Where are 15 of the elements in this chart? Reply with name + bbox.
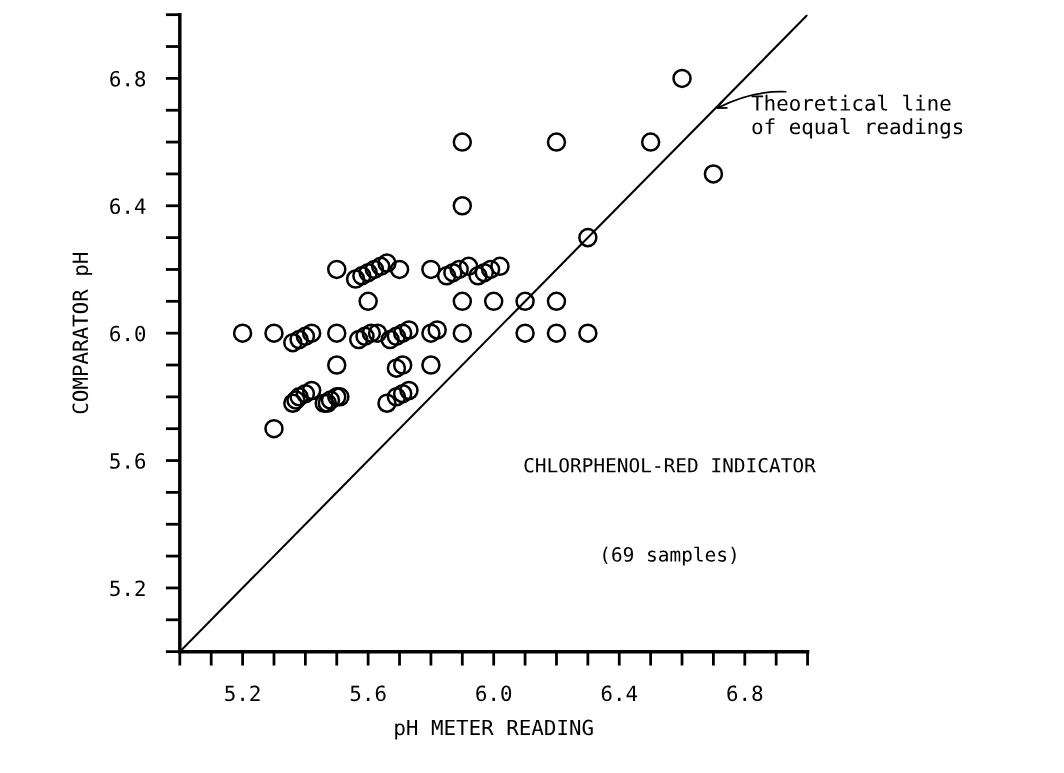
annotation: (69 samples) xyxy=(603,546,736,566)
x-tick-label: 5.6 xyxy=(350,685,386,702)
y-tick-label: 5.6 xyxy=(110,453,146,469)
x-tick-label: 6.8 xyxy=(727,685,763,702)
y-axis-title: COMPARATOR pH xyxy=(72,253,93,414)
x-tick-label: 5.2 xyxy=(225,685,260,702)
y-tick-label: 6.8 xyxy=(110,70,146,87)
x-tick-label: 6.0 xyxy=(476,685,512,702)
y-tick-label: 5.2 xyxy=(110,580,145,597)
x-tick-label: 6.4 xyxy=(601,685,638,702)
annotation: CHLORPHENOL-RED INDICATOR xyxy=(524,457,816,473)
y-tick-label: 6.4 xyxy=(110,198,146,215)
y-tick-label: 6.0 xyxy=(110,325,146,342)
x-axis-title: pH METER READING xyxy=(395,719,593,740)
annotation: Theoretical line of equal readings xyxy=(751,94,963,139)
